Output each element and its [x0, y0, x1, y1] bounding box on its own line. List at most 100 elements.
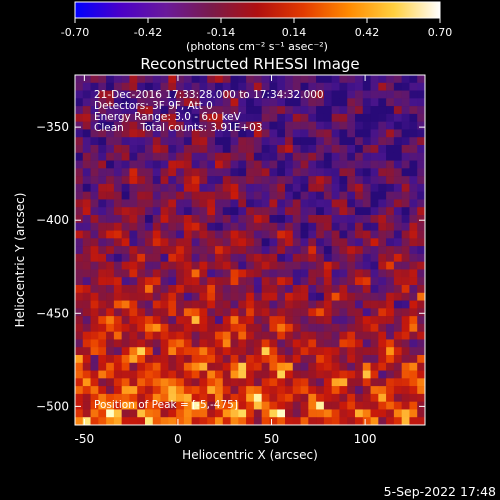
- heatmap-cell: [98, 176, 107, 185]
- heatmap-cell: [152, 230, 161, 239]
- heatmap-cell: [215, 370, 224, 379]
- heatmap-cell: [129, 269, 138, 278]
- heatmap-cell: [137, 176, 146, 185]
- heatmap-cell: [222, 90, 231, 99]
- heatmap-cell: [378, 230, 387, 239]
- heatmap-cell: [98, 199, 107, 208]
- heatmap-cell: [362, 152, 371, 161]
- heatmap-cell: [401, 292, 410, 301]
- heatmap-cell: [370, 308, 379, 317]
- heatmap-cell: [82, 191, 91, 200]
- heatmap-cell: [401, 323, 410, 332]
- heatmap-cell: [339, 370, 348, 379]
- heatmap-cell: [82, 355, 91, 364]
- heatmap-cell: [191, 409, 200, 418]
- heatmap-cell: [401, 230, 410, 239]
- heatmap-cell: [215, 401, 224, 410]
- heatmap-cell: [199, 331, 208, 340]
- heatmap-cell: [409, 152, 418, 161]
- heatmap-cell: [393, 215, 402, 224]
- heatmap-cell: [253, 401, 262, 410]
- heatmap-cell: [106, 82, 115, 91]
- heatmap-cell: [90, 339, 99, 348]
- heatmap-cell: [82, 176, 91, 185]
- heatmap-cell: [145, 113, 154, 122]
- heatmap-cell: [207, 246, 216, 255]
- heatmap-cell: [113, 355, 122, 364]
- heatmap-cell: [316, 308, 325, 317]
- heatmap-cell: [199, 106, 208, 115]
- heatmap-cell: [75, 300, 84, 309]
- heatmap-cell: [98, 230, 107, 239]
- heatmap-cell: [261, 82, 270, 91]
- heatmap-cell: [401, 75, 410, 84]
- heatmap-cell: [137, 183, 146, 192]
- heatmap-cell: [222, 145, 231, 154]
- heatmap-cell: [401, 207, 410, 216]
- heatmap-cell: [82, 222, 91, 231]
- heatmap-cell: [75, 253, 84, 262]
- heatmap-cell: [113, 129, 122, 138]
- heatmap-cell: [323, 222, 332, 231]
- heatmap-cell: [393, 401, 402, 410]
- heatmap-cell: [98, 285, 107, 294]
- heatmap-cell: [370, 269, 379, 278]
- heatmap-cell: [417, 308, 425, 317]
- heatmap-cell: [277, 176, 286, 185]
- heatmap-cell: [145, 183, 154, 192]
- heatmap-cell: [191, 401, 200, 410]
- heatmap-cell: [277, 113, 286, 122]
- heatmap-cell: [129, 75, 138, 84]
- heatmap-cell: [129, 362, 138, 371]
- heatmap-cell: [222, 339, 231, 348]
- heatmap-cell: [145, 261, 154, 270]
- heatmap-cell: [168, 176, 177, 185]
- heatmap-cell: [207, 277, 216, 286]
- heatmap-cell: [261, 176, 270, 185]
- heatmap-cell: [238, 347, 247, 356]
- heatmap-cell: [339, 331, 348, 340]
- heatmap-cell: [183, 308, 192, 317]
- heatmap-cell: [137, 75, 146, 84]
- heatmap-cell: [199, 160, 208, 169]
- heatmap-cell: [137, 129, 146, 138]
- heatmap-cell: [292, 277, 301, 286]
- heatmap-cell: [199, 355, 208, 364]
- heatmap-cell: [199, 269, 208, 278]
- heatmap-cell: [98, 238, 107, 247]
- heatmap-cell: [168, 285, 177, 294]
- heatmap-cell: [129, 129, 138, 138]
- heatmap-cell: [191, 277, 200, 286]
- heatmap-cell: [393, 152, 402, 161]
- heatmap-cell: [230, 339, 239, 348]
- heatmap-cell: [417, 152, 425, 161]
- heatmap-cell: [145, 308, 154, 317]
- heatmap-cell: [401, 285, 410, 294]
- heatmap-cell: [339, 355, 348, 364]
- heatmap-cell: [393, 331, 402, 340]
- heatmap-cell: [339, 168, 348, 177]
- heatmap-cell: [137, 253, 146, 262]
- heatmap-cell: [183, 238, 192, 247]
- heatmap-cell: [215, 82, 224, 91]
- heatmap-cell: [409, 339, 418, 348]
- heatmap-cell: [82, 106, 91, 115]
- heatmap-cell: [331, 215, 340, 224]
- heatmap-cell: [152, 246, 161, 255]
- heatmap-cell: [331, 261, 340, 270]
- heatmap-cell: [230, 277, 239, 286]
- heatmap-cell: [285, 269, 294, 278]
- heatmap-cell: [347, 106, 356, 115]
- heatmap-cell: [253, 300, 262, 309]
- heatmap-cell: [300, 129, 309, 138]
- heatmap-cell: [331, 230, 340, 239]
- heatmap-cell: [160, 347, 169, 356]
- heatmap-cell: [82, 230, 91, 239]
- heatmap-cell: [199, 75, 208, 84]
- heatmap-cell: [393, 253, 402, 262]
- heatmap-cell: [82, 121, 91, 130]
- heatmap-cell: [370, 362, 379, 371]
- heatmap-cell: [300, 152, 309, 161]
- heatmap-cell: [176, 401, 185, 410]
- heatmap-cell: [347, 98, 356, 107]
